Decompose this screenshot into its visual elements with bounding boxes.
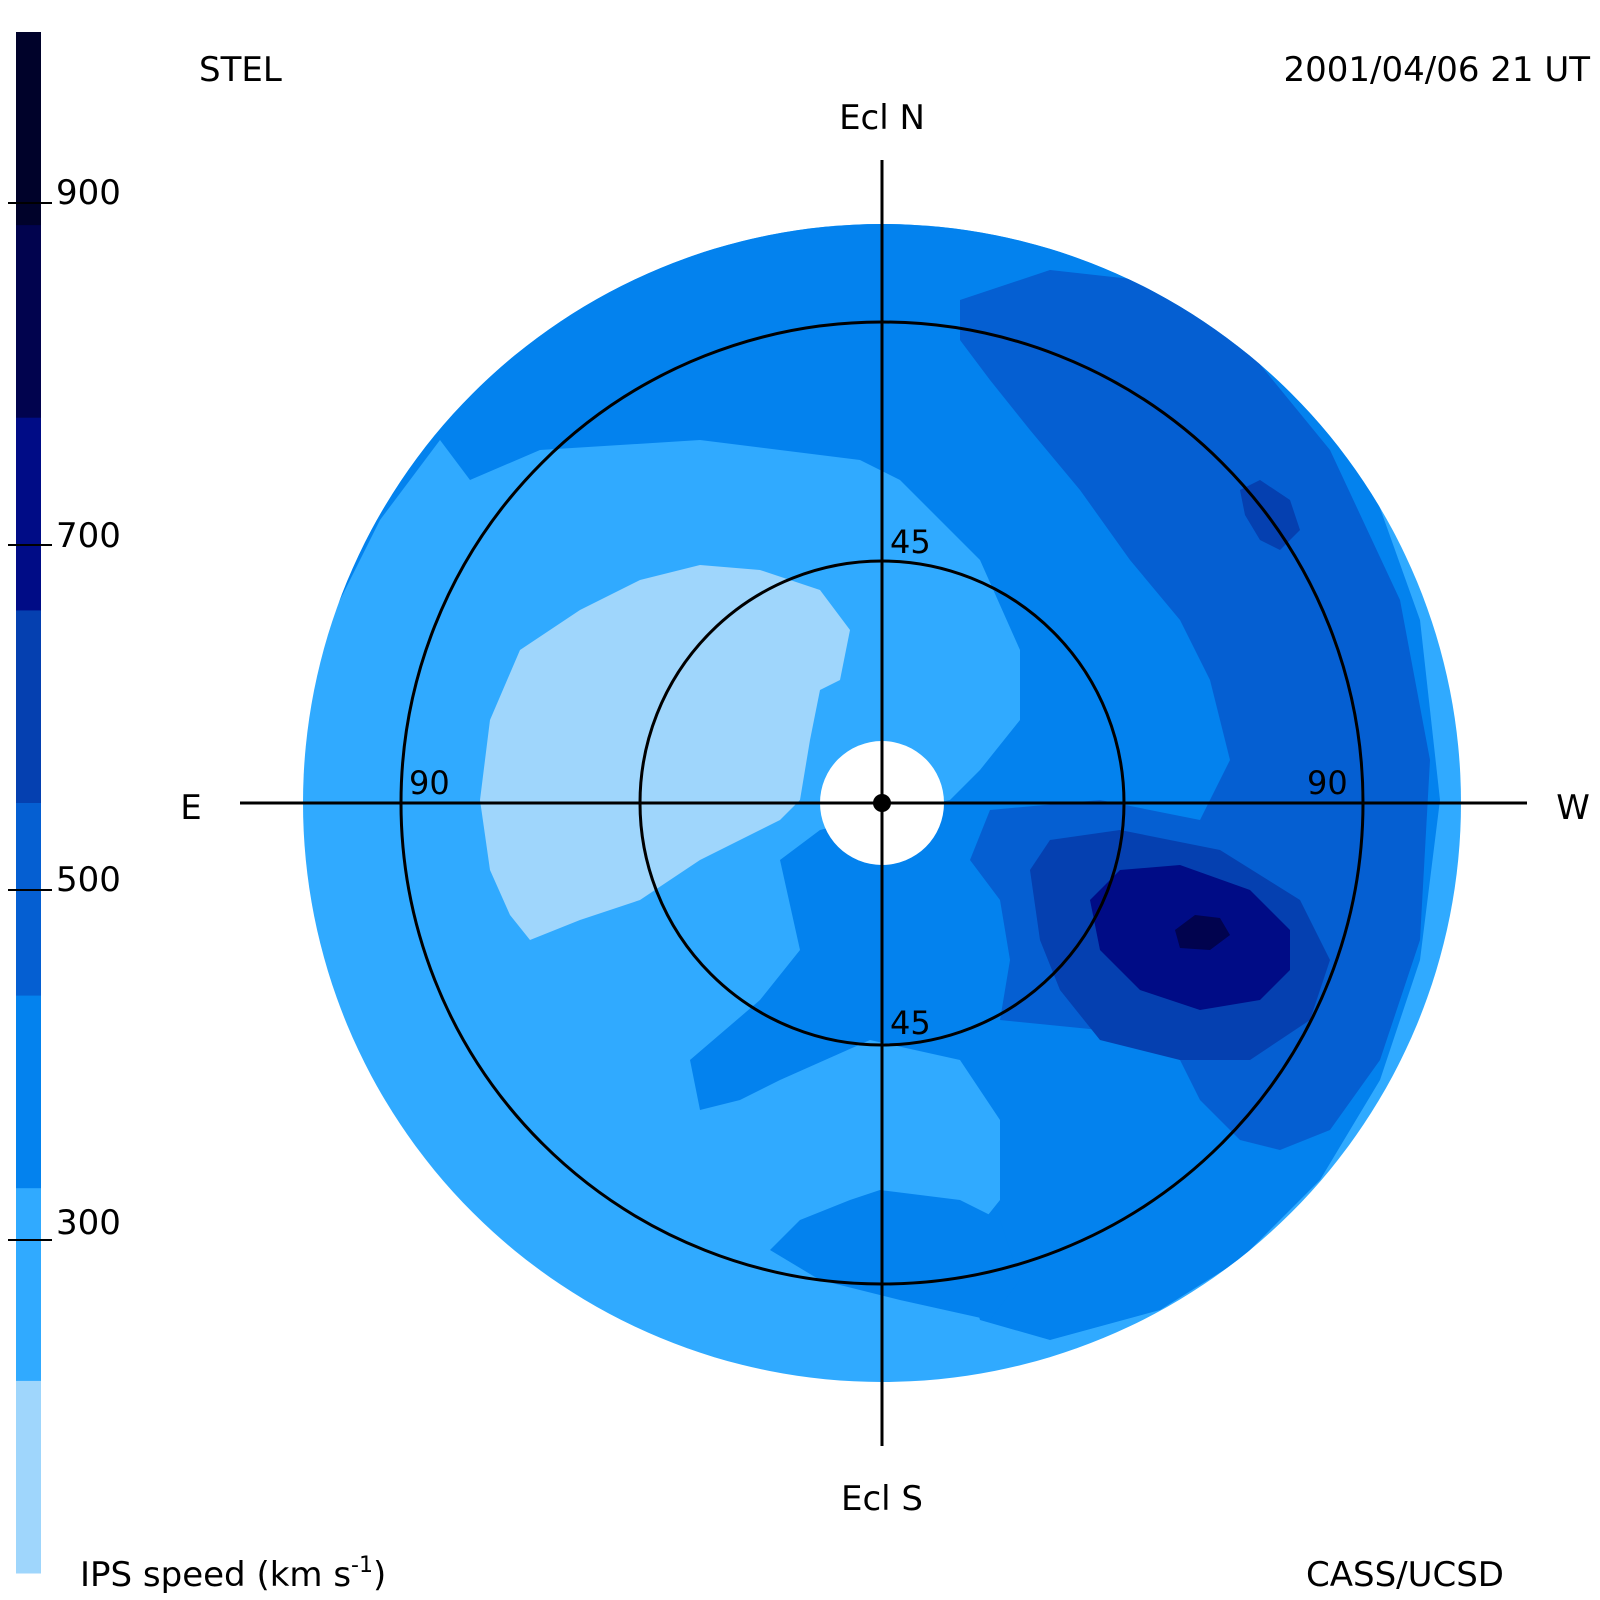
- region-deepest: [1175, 915, 1230, 950]
- observatory-label: STEL: [199, 50, 282, 90]
- units-superscript: -1: [351, 1553, 373, 1578]
- colorbar-tick-700: 700: [56, 516, 121, 556]
- colorbar: [16, 32, 41, 1574]
- units-prefix: IPS speed (km s: [80, 1555, 351, 1595]
- colorbar-band-5: [16, 417, 41, 611]
- region-lightest: [480, 565, 850, 940]
- colorbar-band-4: [16, 609, 41, 803]
- colorbar-tick-500: 500: [56, 860, 121, 900]
- colorbar-units-label: IPS speed (km s-1): [80, 1553, 386, 1595]
- colorbar-band-3: [16, 802, 41, 996]
- ring-label-90-right: 90: [1307, 764, 1348, 802]
- credit-label: CASS/UCSD: [1306, 1555, 1504, 1595]
- ring-label-45-top: 45: [890, 523, 931, 561]
- speed-map-disk: 45 45 90 90: [240, 160, 1527, 1446]
- colorbar-band-0: [16, 1380, 41, 1574]
- compass-west-label: W: [1556, 788, 1590, 828]
- timestamp-label: 2001/04/06 21 UT: [1284, 50, 1591, 90]
- compass-north-label: Ecl N: [839, 98, 925, 138]
- colorbar-tick-300: 300: [56, 1203, 121, 1243]
- compass-south-label: Ecl S: [841, 1479, 923, 1519]
- colorbar-band-2: [16, 995, 41, 1189]
- colorbar-band-7: [16, 32, 41, 226]
- colorbar-band-6: [16, 224, 41, 418]
- colorbar-band-1: [16, 1187, 41, 1381]
- ring-label-90-left: 90: [409, 764, 450, 802]
- compass-east-label: E: [180, 788, 201, 828]
- sun-center-marker: [873, 794, 891, 812]
- region-mid-south: [770, 1190, 1020, 1320]
- colorbar-tick-900: 900: [56, 173, 121, 213]
- units-suffix: ): [373, 1555, 386, 1595]
- ring-label-45-bottom: 45: [890, 1004, 931, 1042]
- colorbar-ticks: 300 500 700 900: [8, 173, 121, 1243]
